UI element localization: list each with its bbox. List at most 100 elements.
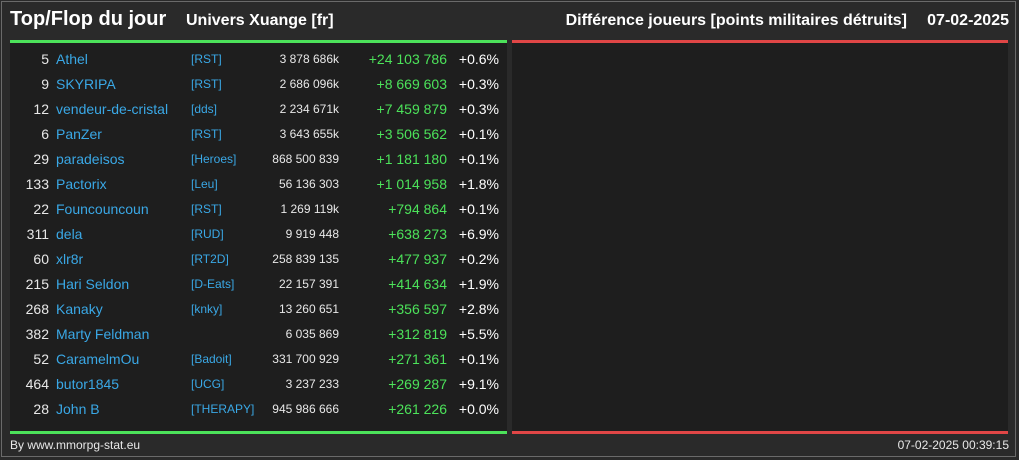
percent-change: +1.8% <box>458 176 499 192</box>
player-rank: 9 <box>41 76 49 92</box>
list-item: 52 CaramelmOu [Badoit] 331 700 929 +271 361 +… <box>10 347 507 372</box>
alliance-tag-link[interactable]: [dds] <box>191 102 218 116</box>
player-rank: 215 <box>25 276 49 292</box>
player-name-link[interactable]: Hari Seldon <box>56 276 130 292</box>
player-total-points: 331 700 929 <box>272 352 339 366</box>
player-name-link[interactable]: Marty Feldman <box>56 326 150 342</box>
percent-change: +0.1% <box>458 151 499 167</box>
list-item: 268 Kanaky [knky] 13 260 651 +356 597 +2.8% <box>10 297 507 322</box>
list-item: 29 paradeisos [Heroes] 868 500 839 +1 181 18… <box>10 147 507 172</box>
alliance-tag-link[interactable]: [RUD] <box>191 227 224 241</box>
player-name-link[interactable]: Pactorix <box>56 176 107 192</box>
percent-change: +9.1% <box>458 376 499 392</box>
percent-change: +5.5% <box>458 326 499 342</box>
alliance-tag-link[interactable]: [THERAPY] <box>191 402 255 416</box>
player-rank: 464 <box>25 376 49 392</box>
alliance-tag-link[interactable]: [Heroes] <box>191 152 237 166</box>
percent-change: +0.6% <box>458 51 499 67</box>
player-total-points: 56 136 303 <box>278 177 339 191</box>
percent-change: +0.0% <box>458 401 499 417</box>
player-total-points: 2 234 671k <box>279 102 339 116</box>
player-rank: 5 <box>41 51 49 67</box>
percent-change: +0.2% <box>458 251 499 267</box>
points-difference: +3 506 562 <box>376 126 447 142</box>
player-total-points: 6 035 869 <box>285 327 339 341</box>
points-difference: +1 181 180 <box>376 151 447 167</box>
player-rank: 12 <box>33 101 49 117</box>
footer-credit[interactable]: By www.mmorpg-stat.eu <box>10 438 141 452</box>
points-difference: +638 273 <box>388 226 447 242</box>
percent-change: +2.8% <box>458 301 499 317</box>
player-name-link[interactable]: butor1845 <box>56 376 120 392</box>
top-divider-green <box>10 40 507 43</box>
player-rank: 29 <box>33 151 49 167</box>
player-name-link[interactable]: paradeisos <box>56 151 125 167</box>
header-date: 07-02-2025 <box>927 12 1009 29</box>
page-title: Top/Flop du jour <box>10 8 167 30</box>
alliance-tag-link[interactable]: [Badoit] <box>191 352 232 366</box>
alliance-tag-link[interactable]: [D-Eats] <box>191 277 235 291</box>
player-total-points: 258 839 135 <box>272 252 339 266</box>
points-difference: +356 597 <box>388 301 447 317</box>
player-rank: 22 <box>33 201 49 217</box>
points-difference: +269 287 <box>388 376 447 392</box>
player-name-link[interactable]: xlr8r <box>56 251 84 267</box>
alliance-tag-link[interactable]: [Leu] <box>191 177 218 191</box>
alliance-tag-link[interactable]: [RST] <box>191 52 222 66</box>
player-name-link[interactable]: PanZer <box>56 126 102 142</box>
list-item: 28 John B [THERAPY] 945 986 666 +261 226 +0.0… <box>10 397 507 422</box>
player-total-points: 945 986 666 <box>272 402 339 416</box>
player-name-link[interactable]: dela <box>56 226 83 242</box>
player-rank: 311 <box>26 226 49 242</box>
player-total-points: 9 919 448 <box>285 227 339 241</box>
universe-label: Univers Xuange [fr] <box>186 12 334 29</box>
player-total-points: 2 686 096k <box>279 77 339 91</box>
player-name-link[interactable]: SKYRIPA <box>56 76 116 92</box>
top-players-list: 5 Athel [RST] 3 878 686k +24 103 786 +0.6% 9 SK… <box>10 47 507 422</box>
alliance-tag-link[interactable]: [RT2D] <box>191 252 229 266</box>
list-item: 22 Founcouncoun [RST] 1 269 119k +794 864 +0.… <box>10 197 507 222</box>
player-name-link[interactable]: Kanaky <box>56 301 103 317</box>
player-total-points: 3 237 233 <box>285 377 339 391</box>
top-divider-red <box>512 40 1008 43</box>
points-difference: +7 459 879 <box>376 101 447 117</box>
list-item: 133 Pactorix [Leu] 56 136 303 +1 014 958 +1.8… <box>10 172 507 197</box>
points-difference: +794 864 <box>388 201 447 217</box>
points-difference: +24 103 786 <box>368 51 447 67</box>
list-item: 464 butor1845 [UCG] 3 237 233 +269 287 +9.1% <box>10 372 507 397</box>
alliance-tag-link[interactable]: [UCG] <box>191 377 225 391</box>
player-name-link[interactable]: Athel <box>56 51 88 67</box>
alliance-tag-link[interactable]: [RST] <box>191 127 222 141</box>
bottom-divider-green <box>10 431 507 434</box>
player-total-points: 3 878 686k <box>279 52 339 66</box>
player-name-link[interactable]: vendeur-de-cristal <box>56 101 169 117</box>
player-rank: 60 <box>33 251 49 267</box>
player-name-link[interactable]: CaramelmOu <box>56 351 140 367</box>
points-difference: +1 014 958 <box>376 176 447 192</box>
points-difference: +8 669 603 <box>376 76 447 92</box>
list-item: 6 PanZer [RST] 3 643 655k +3 506 562 +0.1% <box>10 122 507 147</box>
player-rank: 133 <box>25 176 49 192</box>
points-difference: +261 226 <box>388 401 447 417</box>
alliance-tag-link[interactable]: [knky] <box>191 302 223 316</box>
top-players-panel <box>10 43 507 431</box>
list-item: 311 dela [RUD] 9 919 448 +638 273 +6.9% <box>10 222 507 247</box>
player-rank: 6 <box>41 126 49 142</box>
player-total-points: 1 269 119k <box>280 202 340 216</box>
percent-change: +0.1% <box>458 351 499 367</box>
list-item: 9 SKYRIPA [RST] 2 686 096k +8 669 603 +0.3% <box>10 72 507 97</box>
alliance-tag-link[interactable]: [RST] <box>191 202 222 216</box>
metric-label: Différence joueurs [points militaires dé… <box>565 12 907 29</box>
percent-change: +6.9% <box>458 226 499 242</box>
flop-players-panel <box>512 43 1008 431</box>
player-name-link[interactable]: John B <box>56 401 100 417</box>
percent-change: +0.3% <box>458 101 499 117</box>
player-name-link[interactable]: Founcouncoun <box>56 201 149 217</box>
player-rank: 52 <box>33 351 49 367</box>
alliance-tag-link[interactable]: [RST] <box>191 77 222 91</box>
player-total-points: 13 260 651 <box>278 302 339 316</box>
percent-change: +0.1% <box>458 201 499 217</box>
player-total-points: 22 157 391 <box>278 277 339 291</box>
player-total-points: 3 643 655k <box>279 127 339 141</box>
list-item: 215 Hari Seldon [D-Eats] 22 157 391 +414 634… <box>10 272 507 297</box>
